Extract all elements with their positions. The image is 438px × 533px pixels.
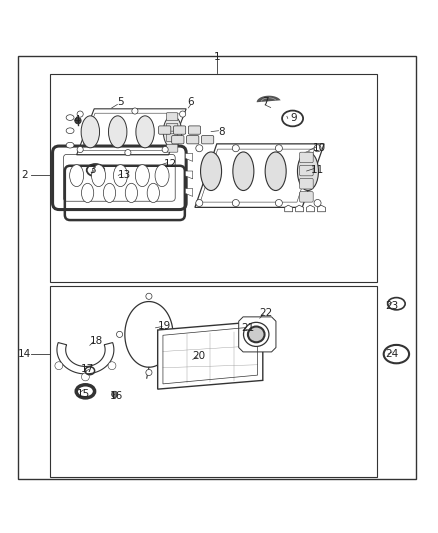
Circle shape xyxy=(81,373,89,381)
FancyBboxPatch shape xyxy=(300,179,313,189)
Ellipse shape xyxy=(66,115,74,120)
Ellipse shape xyxy=(244,322,269,346)
Ellipse shape xyxy=(155,165,169,187)
FancyBboxPatch shape xyxy=(187,135,199,144)
Text: 10: 10 xyxy=(313,143,326,154)
Circle shape xyxy=(75,118,81,124)
FancyBboxPatch shape xyxy=(166,123,178,131)
Polygon shape xyxy=(158,321,263,389)
Ellipse shape xyxy=(92,165,106,187)
FancyBboxPatch shape xyxy=(300,191,313,202)
Circle shape xyxy=(112,391,118,398)
Ellipse shape xyxy=(136,116,154,148)
Circle shape xyxy=(232,199,239,206)
FancyBboxPatch shape xyxy=(166,113,178,120)
Polygon shape xyxy=(57,343,114,374)
Circle shape xyxy=(55,362,63,370)
Ellipse shape xyxy=(81,183,94,203)
Circle shape xyxy=(132,108,138,114)
Ellipse shape xyxy=(248,327,265,342)
Circle shape xyxy=(146,293,152,300)
Bar xyxy=(50,286,377,477)
Polygon shape xyxy=(185,189,193,197)
Text: 7: 7 xyxy=(261,97,268,107)
Circle shape xyxy=(180,111,186,117)
Ellipse shape xyxy=(135,165,149,187)
Circle shape xyxy=(314,199,321,206)
Text: 21: 21 xyxy=(241,323,254,333)
FancyBboxPatch shape xyxy=(172,135,184,144)
Ellipse shape xyxy=(163,116,182,148)
Circle shape xyxy=(108,362,116,370)
Text: 1: 1 xyxy=(213,52,220,62)
Text: 8: 8 xyxy=(218,127,225,137)
Text: 13: 13 xyxy=(118,169,131,180)
Text: 4: 4 xyxy=(73,115,80,125)
Ellipse shape xyxy=(125,183,138,203)
Text: 5: 5 xyxy=(117,97,124,107)
Ellipse shape xyxy=(103,183,116,203)
FancyBboxPatch shape xyxy=(166,134,178,142)
Text: 2: 2 xyxy=(21,169,28,180)
Text: 23: 23 xyxy=(385,301,399,311)
Text: 11: 11 xyxy=(311,165,324,175)
Polygon shape xyxy=(296,205,304,212)
Ellipse shape xyxy=(297,152,318,190)
Circle shape xyxy=(196,199,203,206)
Text: 20: 20 xyxy=(193,351,206,361)
Polygon shape xyxy=(77,109,186,155)
Ellipse shape xyxy=(147,183,159,203)
Text: 22: 22 xyxy=(259,309,272,318)
Polygon shape xyxy=(285,205,293,212)
Text: 15: 15 xyxy=(77,389,90,399)
Circle shape xyxy=(276,145,283,152)
Text: 6: 6 xyxy=(187,97,194,107)
Polygon shape xyxy=(185,171,193,179)
FancyBboxPatch shape xyxy=(201,135,214,144)
Polygon shape xyxy=(307,205,314,212)
Ellipse shape xyxy=(113,165,127,187)
Ellipse shape xyxy=(66,142,74,148)
FancyBboxPatch shape xyxy=(188,126,201,134)
Text: 18: 18 xyxy=(90,336,103,346)
Ellipse shape xyxy=(265,152,286,190)
Ellipse shape xyxy=(201,152,222,190)
Polygon shape xyxy=(318,205,325,212)
FancyBboxPatch shape xyxy=(173,126,186,134)
Polygon shape xyxy=(195,144,324,207)
Circle shape xyxy=(276,199,283,206)
Text: 9: 9 xyxy=(290,114,297,124)
Circle shape xyxy=(146,369,152,376)
Text: 3: 3 xyxy=(88,165,95,175)
Circle shape xyxy=(162,147,168,152)
Polygon shape xyxy=(239,317,276,352)
Text: 24: 24 xyxy=(385,349,399,359)
Circle shape xyxy=(196,145,203,152)
Polygon shape xyxy=(257,96,281,102)
Ellipse shape xyxy=(66,128,74,134)
Circle shape xyxy=(125,150,131,156)
Circle shape xyxy=(232,145,239,152)
Text: 14: 14 xyxy=(18,349,31,359)
Text: 12: 12 xyxy=(164,159,177,168)
FancyBboxPatch shape xyxy=(159,126,171,134)
FancyBboxPatch shape xyxy=(300,152,313,163)
Circle shape xyxy=(314,145,321,152)
Polygon shape xyxy=(185,154,193,161)
Ellipse shape xyxy=(109,116,127,148)
Circle shape xyxy=(117,332,123,337)
Text: 19: 19 xyxy=(158,321,171,330)
Bar xyxy=(50,74,377,282)
Text: 16: 16 xyxy=(110,391,123,401)
Circle shape xyxy=(77,147,83,152)
Circle shape xyxy=(77,111,83,117)
Ellipse shape xyxy=(70,165,84,187)
Ellipse shape xyxy=(81,116,99,148)
FancyBboxPatch shape xyxy=(300,165,313,176)
FancyBboxPatch shape xyxy=(166,144,178,152)
Text: 17: 17 xyxy=(81,365,94,374)
Ellipse shape xyxy=(233,152,254,190)
